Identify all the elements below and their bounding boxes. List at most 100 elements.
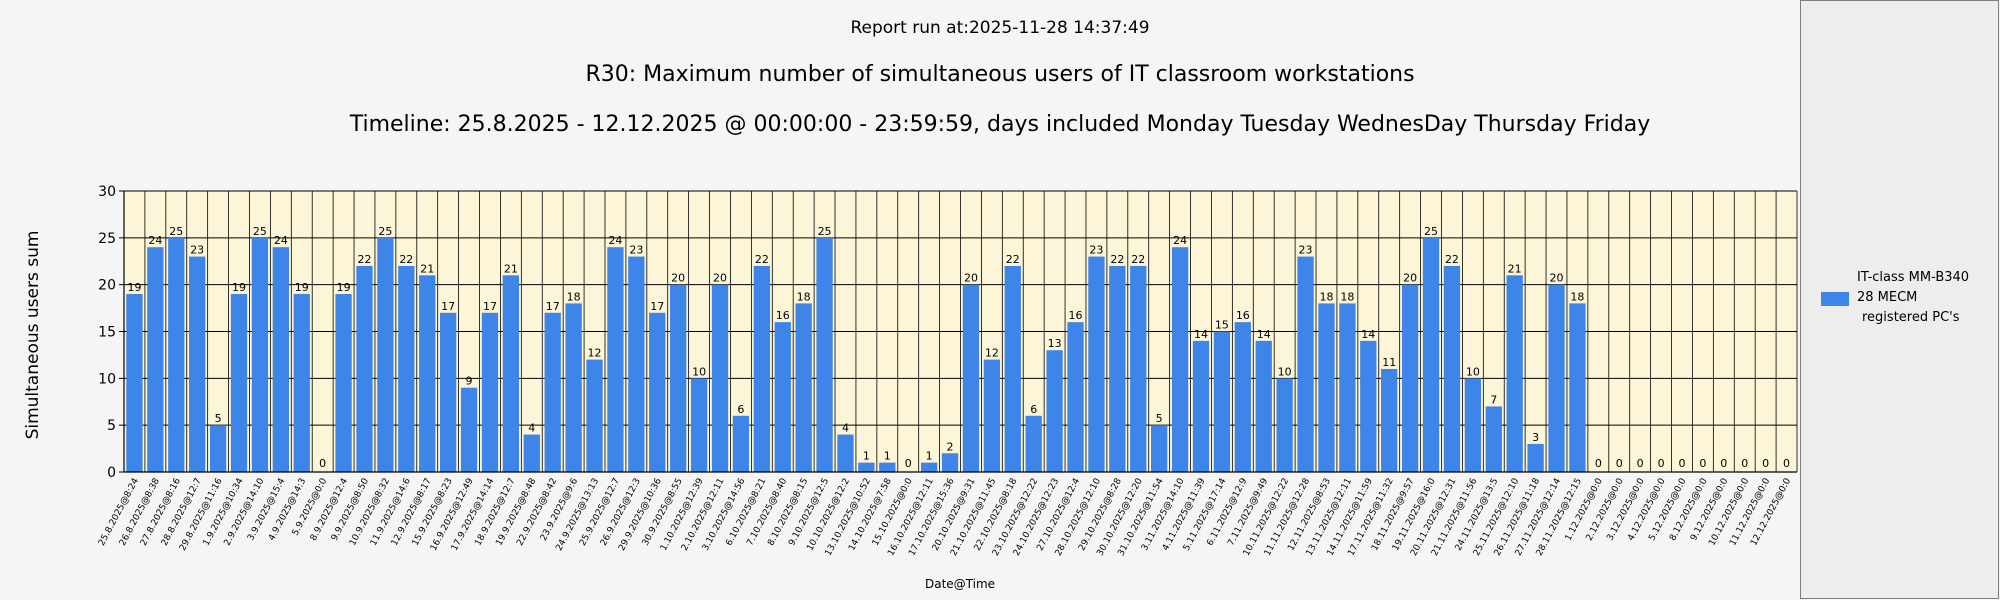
y-tick-label: 5 (107, 418, 116, 434)
data-label: 10 (1466, 365, 1480, 378)
bar (1464, 378, 1482, 472)
data-label: 22 (1110, 253, 1124, 266)
bar (649, 312, 666, 472)
data-label: 6 (737, 403, 744, 416)
data-label: 17 (483, 300, 497, 313)
bar (209, 425, 227, 472)
bar (293, 294, 310, 472)
bar (941, 453, 959, 472)
data-label: 22 (399, 253, 413, 266)
data-label: 23 (1299, 244, 1313, 257)
bar (1067, 322, 1084, 472)
data-label: 0 (1699, 457, 1706, 470)
bar (1234, 322, 1251, 472)
bar (1004, 265, 1021, 472)
bar (1506, 275, 1523, 472)
y-tick-label: 20 (98, 278, 116, 294)
bar (1422, 237, 1440, 472)
bar (962, 284, 980, 472)
data-label: 18 (1570, 290, 1584, 303)
legend-label-line-2: 28 MECM (1857, 290, 1918, 305)
data-label: 7 (1490, 393, 1497, 406)
bar (1297, 256, 1314, 472)
bar (523, 434, 540, 472)
data-label: 9 (466, 375, 473, 388)
bar (460, 387, 478, 472)
bar (481, 312, 499, 472)
data-label: 1 (926, 450, 933, 463)
y-tick-label: 25 (98, 231, 116, 247)
data-label: 24 (1173, 234, 1187, 247)
data-label: 11 (1382, 356, 1396, 369)
bar (1339, 303, 1356, 472)
bar (670, 284, 687, 472)
bar (607, 247, 624, 472)
data-label: 1 (884, 450, 891, 463)
bar (1276, 378, 1293, 472)
bar (1401, 284, 1419, 472)
y-tick-label: 10 (98, 371, 116, 387)
data-label: 23 (1089, 244, 1103, 257)
bar (272, 247, 289, 472)
report-run-timestamp: Report run at:2025-11-28 14:37:49 (850, 18, 1150, 38)
data-label: 20 (713, 272, 727, 285)
data-label: 15 (1215, 319, 1229, 332)
data-label: 25 (1424, 225, 1438, 238)
bar (1151, 425, 1168, 472)
legend-label-line-3: registered PC's (1862, 310, 1960, 325)
data-label: 0 (1741, 457, 1748, 470)
data-label: 2 (947, 440, 954, 453)
data-label: 0 (1658, 457, 1665, 470)
data-label: 0 (1720, 457, 1727, 470)
bar (1443, 265, 1461, 472)
bar (1130, 265, 1147, 472)
data-label: 10 (1278, 365, 1292, 378)
data-label: 18 (1319, 290, 1333, 303)
bar (168, 237, 185, 472)
data-label: 4 (528, 422, 535, 435)
data-label: 22 (1006, 253, 1020, 266)
bar (1548, 284, 1565, 472)
data-label: 4 (842, 422, 849, 435)
bar (1046, 350, 1063, 472)
data-label: 14 (1194, 328, 1208, 341)
data-label: 25 (169, 225, 183, 238)
bar (1213, 331, 1231, 472)
bar (920, 462, 938, 472)
bar (1527, 443, 1544, 472)
data-label: 23 (629, 244, 643, 257)
chart-subtitle: Timeline: 25.8.2025 - 12.12.2025 @ 00:00… (349, 112, 1651, 137)
legend-swatch (1821, 292, 1849, 306)
data-label: 16 (776, 309, 790, 322)
bar (628, 256, 645, 472)
data-label: 12 (985, 347, 999, 360)
y-tick-label: 15 (98, 325, 116, 341)
data-label: 6 (1030, 403, 1037, 416)
bar (356, 265, 373, 472)
legend-label-line-1: IT-class MM-B340 (1857, 270, 1970, 285)
data-label: 5 (215, 412, 222, 425)
data-label: 24 (608, 234, 622, 247)
data-label: 24 (148, 234, 162, 247)
bar (335, 294, 352, 472)
bar (690, 378, 708, 472)
data-label: 21 (1508, 262, 1522, 275)
bar (398, 265, 415, 472)
bar (1088, 256, 1105, 472)
data-label: 0 (1783, 457, 1790, 470)
data-label: 25 (253, 225, 267, 238)
bar (230, 294, 248, 472)
bar (1109, 265, 1126, 472)
data-label: 22 (1445, 253, 1459, 266)
y-tick-label: 0 (107, 465, 116, 481)
bar (1381, 368, 1398, 472)
bar (251, 237, 269, 472)
data-label: 13 (1048, 337, 1062, 350)
bar (774, 322, 791, 472)
chart-plot: 0510152025301925.8.2025@8:242426.8.2025@… (97, 184, 1798, 558)
data-label: 21 (504, 262, 518, 275)
data-label: 22 (357, 253, 371, 266)
bar (711, 284, 729, 472)
bar (1360, 340, 1377, 472)
bar (439, 312, 457, 472)
